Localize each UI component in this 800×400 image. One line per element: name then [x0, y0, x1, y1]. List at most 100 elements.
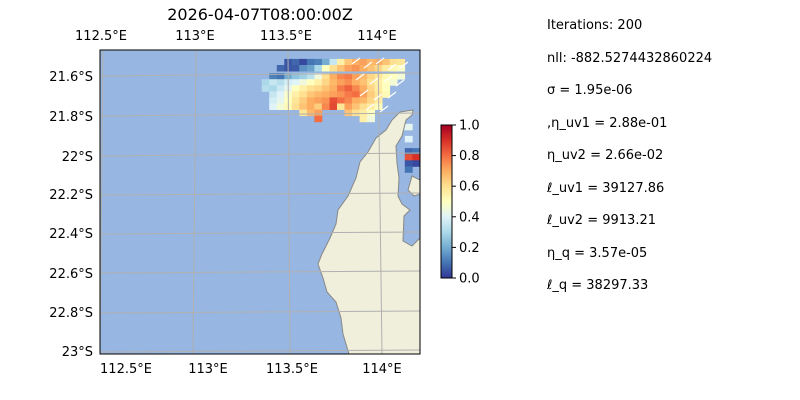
heatmap-cell	[404, 160, 413, 167]
heatmap-cell	[337, 97, 345, 104]
stat-eta-uv1: ,η_uv1 = 2.88e-01	[547, 115, 668, 131]
heatmap-cell	[321, 91, 330, 98]
x-tick-top: 113°E	[175, 29, 215, 44]
heatmap-cell	[329, 79, 338, 86]
heatmap-cell	[269, 97, 278, 104]
heatmap-cell	[352, 97, 360, 104]
heatmap-cell	[367, 97, 375, 104]
heatmap-cell	[352, 109, 360, 117]
stats-panel: Iterations: 200 nll: -882.5274432860224 …	[547, 18, 787, 311]
heatmap-cell	[412, 160, 420, 167]
heatmap-cell	[337, 91, 345, 98]
heatmap-cell	[299, 73, 308, 80]
heatmap-cell	[291, 58, 300, 66]
heatmap-cell	[276, 85, 285, 92]
heatmap-cell	[359, 91, 368, 98]
heatmap-cell	[359, 97, 368, 104]
heatmap-cell	[321, 65, 330, 72]
heatmap-cell	[397, 65, 406, 72]
heatmap-cell	[314, 73, 323, 80]
heatmap-cell	[367, 65, 375, 72]
colorbar-tick-label: 0.2	[459, 241, 480, 256]
heatmap-cell	[306, 103, 315, 110]
map-frame	[99, 49, 421, 355]
heatmap-cell	[359, 109, 368, 117]
stat-eta-uv2: η_uv2 = 2.66e-02	[547, 148, 664, 163]
heatmap-cell	[344, 97, 353, 104]
heatmap-cell	[412, 148, 420, 155]
heatmap-cell	[329, 97, 338, 104]
colorbar-tick-label: 1.0	[459, 119, 480, 134]
heatmap-cell	[337, 103, 345, 110]
heatmap-cell	[299, 58, 308, 66]
heatmap-cell	[352, 85, 360, 92]
colorbar-tick-label: 0.4	[459, 210, 480, 225]
heatmap-cell	[382, 65, 391, 72]
heatmap-cell	[382, 79, 391, 86]
heatmap-cell	[314, 115, 323, 123]
heatmap-cell	[352, 79, 360, 86]
heatmap-cell	[359, 65, 368, 72]
heatmap-cell	[314, 58, 323, 66]
heatmap-cell	[276, 65, 285, 72]
y-tick: 22°S	[62, 150, 93, 165]
heatmap-cell	[269, 79, 278, 86]
heatmap-cell	[344, 73, 353, 80]
heatmap-cell	[269, 91, 278, 98]
heatmap-cell	[269, 103, 278, 110]
heatmap-cell	[412, 154, 420, 161]
heatmap-cell	[306, 91, 315, 98]
heatmap-cell	[299, 65, 308, 72]
heatmap-cell	[382, 58, 391, 66]
heatmap-cell	[344, 109, 353, 117]
heatmap-cell	[276, 79, 285, 86]
heatmap-cell	[306, 79, 315, 86]
heatmap-cell	[397, 73, 406, 80]
stat-eta-q: η_q = 3.57e-05	[547, 245, 648, 261]
colorbar-gradient	[440, 124, 453, 279]
heatmap-cell	[306, 73, 315, 80]
heatmap-cell	[299, 97, 308, 104]
heatmap-cell	[359, 85, 368, 92]
heatmap-cell	[367, 73, 375, 80]
colorbar-tick-label: 0.6	[459, 180, 480, 195]
colorbar-tick-label: 0.8	[459, 149, 480, 164]
heatmap-cell	[299, 109, 308, 117]
heatmap-cell	[352, 58, 360, 66]
heatmap-cell	[389, 73, 398, 80]
heatmap-cell	[321, 97, 330, 104]
x-tick-top: 113.5°E	[260, 29, 312, 44]
x-tick-bottom: 113.5°E	[266, 362, 318, 377]
heatmap-cell	[367, 91, 375, 98]
heatmap-cell	[367, 109, 375, 117]
heatmap-cell	[276, 97, 285, 104]
heatmap-cell	[299, 103, 308, 110]
y-ticks: 21.6°S 21.8°S 22°S 22.2°S 22.4°S 22.6°S …	[49, 70, 93, 360]
heatmap-cell	[337, 73, 345, 80]
heatmap-cell	[299, 79, 308, 86]
colorbar: 0.0 0.2 0.4 0.6 0.8 1.0	[440, 119, 480, 287]
x-tick-bottom: 112.5°E	[100, 362, 152, 377]
heatmap-cell	[299, 85, 308, 92]
y-tick: 22.2°S	[49, 188, 93, 203]
map-area	[100, 50, 420, 354]
heatmap-cell	[382, 85, 391, 92]
heatmap-cell	[382, 73, 391, 80]
heatmap-cell	[299, 91, 308, 98]
heatmap-cell	[359, 115, 368, 123]
heatmap-cell	[389, 65, 398, 72]
y-tick: 22.4°S	[49, 227, 93, 242]
heatmap-cell	[352, 103, 360, 110]
heatmap-cell	[291, 91, 300, 98]
stat-sigma: σ = 1.95e-06	[547, 83, 633, 98]
x-tick-bottom: 114°E	[362, 362, 402, 377]
x-tick-bottom: 113°E	[188, 362, 228, 377]
heatmap-cell	[337, 79, 345, 86]
heatmap-cell	[337, 65, 345, 72]
heatmap-cell	[344, 65, 353, 72]
heatmap-cell	[276, 91, 285, 98]
heatmap-cell	[276, 73, 285, 80]
heatmap-cell	[291, 73, 300, 80]
heatmap-cell	[404, 166, 413, 173]
